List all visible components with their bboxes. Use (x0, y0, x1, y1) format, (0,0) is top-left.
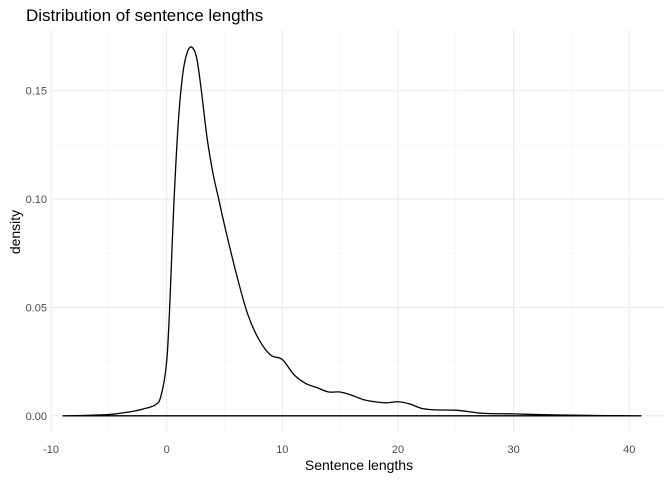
y-tick-label: 0.10 (26, 194, 47, 206)
y-tick-label: 0.05 (26, 302, 47, 314)
x-tick-label: 40 (623, 444, 635, 456)
x-tick-label: -10 (43, 444, 59, 456)
y-tick-label: 0.15 (26, 86, 47, 98)
chart-title: Distribution of sentence lengths (26, 6, 263, 25)
x-tick-label: 20 (392, 444, 404, 456)
x-tick-label: 30 (508, 444, 520, 456)
y-axis-title: density (7, 210, 23, 254)
x-tick-labels: -10 0 10 20 30 40 (43, 444, 635, 456)
density-line (62, 46, 642, 417)
y-tick-label: 0.00 (26, 411, 47, 423)
x-tick-label: 10 (276, 444, 288, 456)
x-axis-title: Sentence lengths (305, 457, 413, 473)
y-tick-labels: 0.00 0.05 0.10 0.15 (26, 86, 47, 423)
x-tick-label: 0 (164, 444, 170, 456)
